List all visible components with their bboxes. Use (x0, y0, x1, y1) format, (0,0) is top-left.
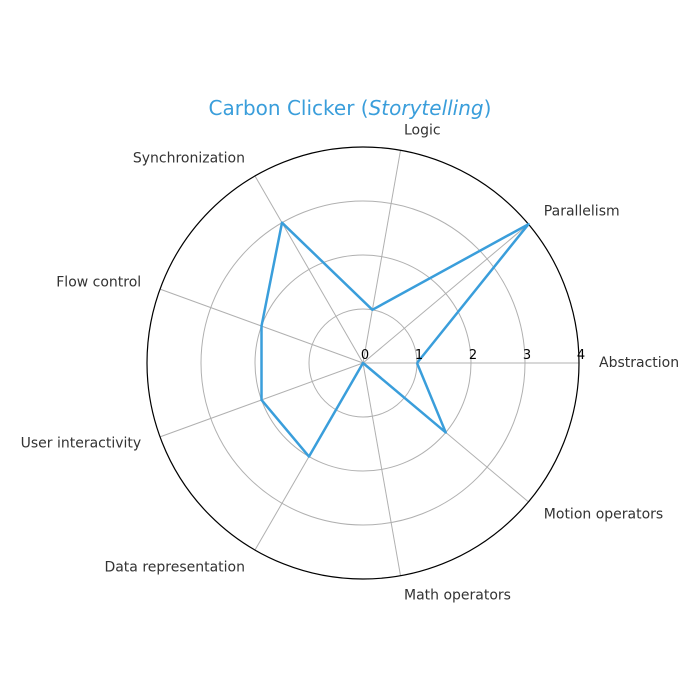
spoke-line (362, 150, 402, 364)
spoke-line (362, 362, 402, 576)
axis-label: Data representation (104, 559, 245, 575)
series-layer (260, 221, 530, 458)
chart-title-main: Carbon Clicker ( (209, 96, 369, 120)
r-tick-label: 4 (577, 348, 585, 363)
r-tick-label: 0 (361, 348, 369, 363)
chart-title-end: ) (484, 96, 492, 120)
outer-ring (146, 146, 580, 580)
axis-label: Flow control (56, 274, 141, 290)
axis-label: Logic (404, 123, 441, 139)
axis-label: Parallelism (544, 203, 620, 219)
axis-label: Motion operators (544, 507, 663, 523)
r-tick-label: 1 (415, 348, 423, 363)
r-tick-label: 3 (523, 348, 531, 363)
axis-label: Synchronization (133, 151, 245, 167)
series-line (260, 221, 530, 458)
spoke-line (254, 175, 364, 364)
spoke-line (362, 223, 529, 364)
axis-label: Math operators (404, 587, 511, 603)
r-tick-label: 2 (469, 348, 477, 363)
chart-title-italic: Storytelling (369, 96, 484, 120)
label-layer: Abstraction Parallelism Logic Synchronizati… (21, 123, 680, 604)
axis-label: User interactivity (21, 436, 142, 452)
axis-label: Abstraction (599, 355, 679, 371)
chart-title: Carbon Clicker (Storytelling) (209, 96, 492, 120)
